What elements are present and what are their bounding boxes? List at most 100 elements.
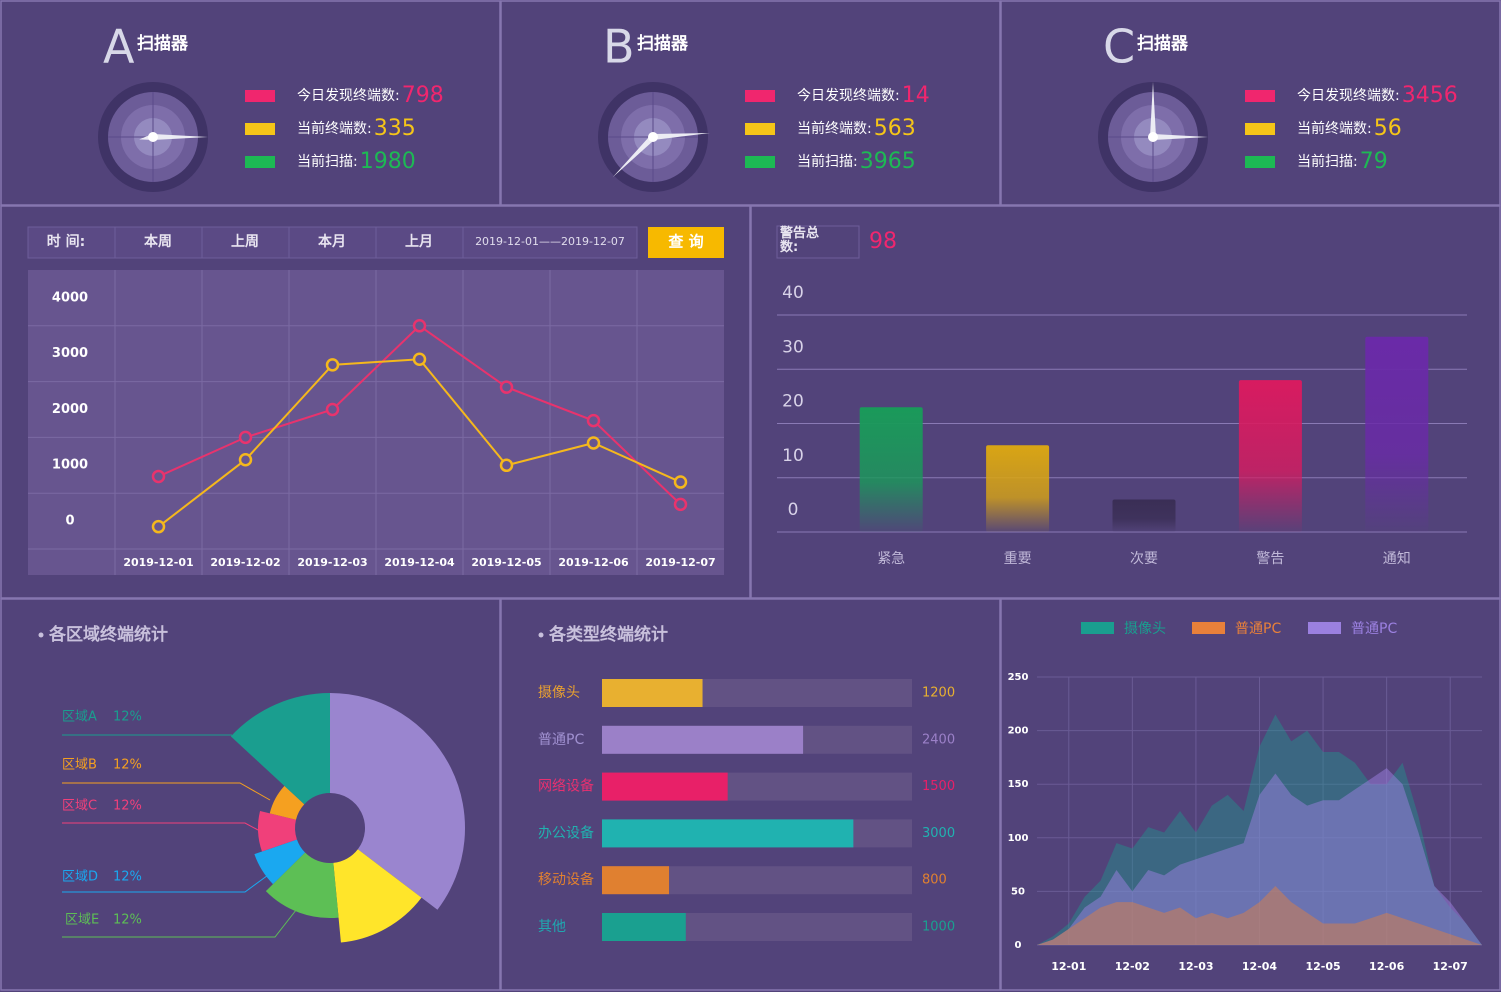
stat-label: 当前扫描: [797, 153, 858, 170]
leader-line [62, 904, 301, 938]
legend-label: 普通PC [1235, 621, 1281, 637]
legend-name: 区域E [65, 913, 99, 928]
legend-swatch [745, 123, 775, 135]
category-label: 其他 [538, 919, 566, 935]
point [151, 469, 166, 484]
category-label: 摄像头 [538, 685, 580, 701]
x-tick-label: 2019-12-06 [558, 556, 629, 569]
value-label: 1500 [922, 779, 955, 794]
legend-name: 区域B [62, 758, 97, 773]
toolbar-option: 本周 [144, 233, 172, 250]
stat: 当前终端数:56 [1297, 116, 1402, 141]
legend-name: 区域D [62, 870, 98, 885]
leader-line [62, 782, 271, 801]
stat: 当前终端数:335 [297, 116, 416, 141]
stat: 当前终端数:563 [797, 116, 916, 141]
bar [602, 679, 703, 707]
gauge-needle [1153, 134, 1208, 140]
bar [859, 407, 923, 532]
area [1037, 768, 1482, 945]
x-tick-label: 2019-12-05 [471, 556, 541, 569]
y-tick-label: 10 [782, 446, 804, 466]
toolbar-label: 时 间: [47, 233, 85, 250]
y-tick-label: 0 [1015, 940, 1022, 951]
stat-value: 3965 [860, 149, 916, 174]
stat-value: 563 [874, 116, 916, 141]
leader-line [62, 822, 259, 831]
point [499, 458, 514, 473]
bullet [38, 632, 44, 638]
stat-value: 1980 [360, 149, 416, 174]
gauge-needle [153, 134, 208, 140]
bar [602, 819, 854, 848]
stat-label: 今日发现终端数: [297, 88, 400, 104]
y-tick-label: 40 [782, 283, 804, 303]
value-label: 800 [922, 873, 947, 888]
value-label: 3000 [922, 826, 955, 841]
point [238, 430, 253, 445]
x-tick-label: 12-03 [1178, 960, 1213, 973]
query-button[interactable] [648, 227, 724, 258]
legend-percent: 12% [113, 913, 142, 928]
y-tick-label: 0 [65, 514, 74, 529]
x-tick-label: 紧急 [877, 551, 905, 567]
legend-percent: 12% [113, 870, 142, 885]
stat-label: 当前扫描: [297, 153, 358, 170]
y-tick-label: 150 [1008, 779, 1029, 790]
query-button-label: 查 询 [668, 233, 703, 251]
point [673, 497, 688, 512]
stat-value: 14 [902, 83, 930, 108]
point [673, 475, 688, 489]
legend-swatch [1308, 622, 1341, 634]
point [586, 413, 601, 428]
legend-name: 区域A [62, 710, 97, 725]
x-tick-label: 12-04 [1242, 960, 1278, 973]
gauge-hub [148, 132, 158, 142]
stat-label: 当前扫描: [1297, 153, 1358, 170]
toolbar [27, 226, 638, 259]
x-tick-label: 12-05 [1305, 960, 1340, 973]
x-tick-label: 通知 [1383, 550, 1411, 567]
gauge-needle [612, 134, 656, 178]
leader-line [62, 869, 276, 893]
x-tick-label: 2019-12-01 [123, 556, 193, 569]
slice [269, 785, 305, 820]
chart-title: 各区域终端统计 [48, 624, 168, 645]
bar [986, 445, 1050, 532]
y-tick-label: 30 [782, 337, 804, 357]
gauge-hub [1148, 132, 1158, 142]
legend-swatch [1245, 156, 1275, 168]
x-tick-label: 2019-12-04 [384, 556, 455, 569]
stat: 今日发现终端数:3456 [1297, 83, 1458, 108]
stat: 今日发现终端数:798 [297, 83, 444, 108]
legend-percent: 12% [113, 710, 142, 725]
point [586, 436, 601, 450]
legend-swatch [1192, 622, 1225, 634]
legend-swatch [1245, 90, 1275, 102]
slice [230, 693, 330, 805]
x-tick-label: 12-07 [1433, 960, 1468, 973]
point [238, 452, 253, 467]
y-tick-label: 20 [782, 392, 804, 412]
legend-swatch [1245, 123, 1275, 135]
stat: 当前扫描:1980 [297, 149, 416, 174]
category-label: 移动设备 [538, 871, 594, 888]
gauge-hub [648, 132, 658, 142]
legend-label: 摄像头 [1124, 621, 1166, 637]
stat-label: 当前终端数: [1297, 120, 1372, 137]
x-tick-label: 12-01 [1051, 960, 1086, 973]
y-tick-label: 100 [1008, 833, 1029, 844]
x-tick-label: 警告 [1256, 551, 1284, 567]
x-tick-label: 重要 [1004, 551, 1032, 567]
legend-swatch [745, 90, 775, 102]
legend-swatch [245, 123, 275, 135]
scanner-letter: A [103, 20, 135, 74]
value-label: 2400 [922, 732, 955, 747]
area [1037, 886, 1482, 945]
scanner-letter: C [1103, 20, 1135, 74]
y-tick-label: 250 [1008, 672, 1029, 683]
toolbar-option: 上周 [231, 234, 259, 250]
x-tick-label: 2019-12-03 [297, 556, 367, 569]
gauge-needle [1150, 82, 1156, 137]
